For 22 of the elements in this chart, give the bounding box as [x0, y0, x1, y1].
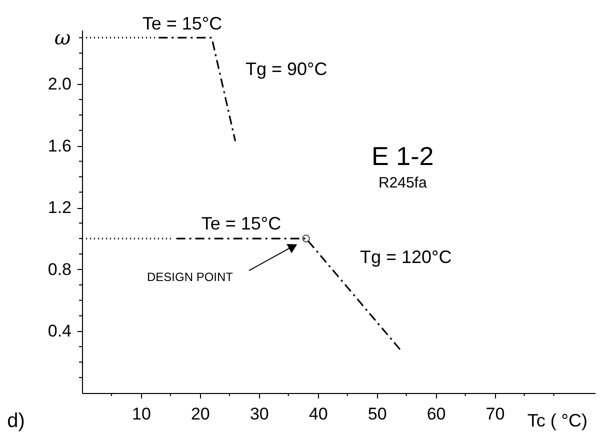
x-tick-label: 60 [426, 404, 446, 424]
x-tick-label: 10 [132, 404, 151, 424]
annotation: Tg = 90°C [246, 58, 328, 79]
y-tick-label: 0.8 [48, 260, 72, 279]
x-tick-label: 50 [368, 404, 387, 424]
y-tick-label: 1.2 [48, 198, 72, 218]
annotation: Te = 15°C [201, 214, 282, 234]
x-tick-label: 30 [250, 404, 269, 424]
x-axis-title: Tc ( °C) [527, 410, 588, 430]
annotation: Tg = 120°C [360, 247, 452, 267]
x-tick-label: 20 [190, 404, 210, 424]
x-tick-label: 40 [308, 404, 328, 424]
x-tick-label: 70 [486, 404, 505, 424]
y-tick-label: 2.0 [48, 74, 72, 94]
y-axis-title: ω [54, 26, 71, 50]
annotation: Te = 15°C [142, 14, 222, 34]
y-tick-label: 0.4 [48, 322, 72, 341]
text: d) [7, 410, 25, 432]
annotation: DESIGN POINT [146, 270, 234, 284]
y-tick-label: 1.6 [48, 136, 72, 156]
annotation: R245fa [378, 174, 428, 192]
annotation: E 1-2 [372, 141, 434, 172]
